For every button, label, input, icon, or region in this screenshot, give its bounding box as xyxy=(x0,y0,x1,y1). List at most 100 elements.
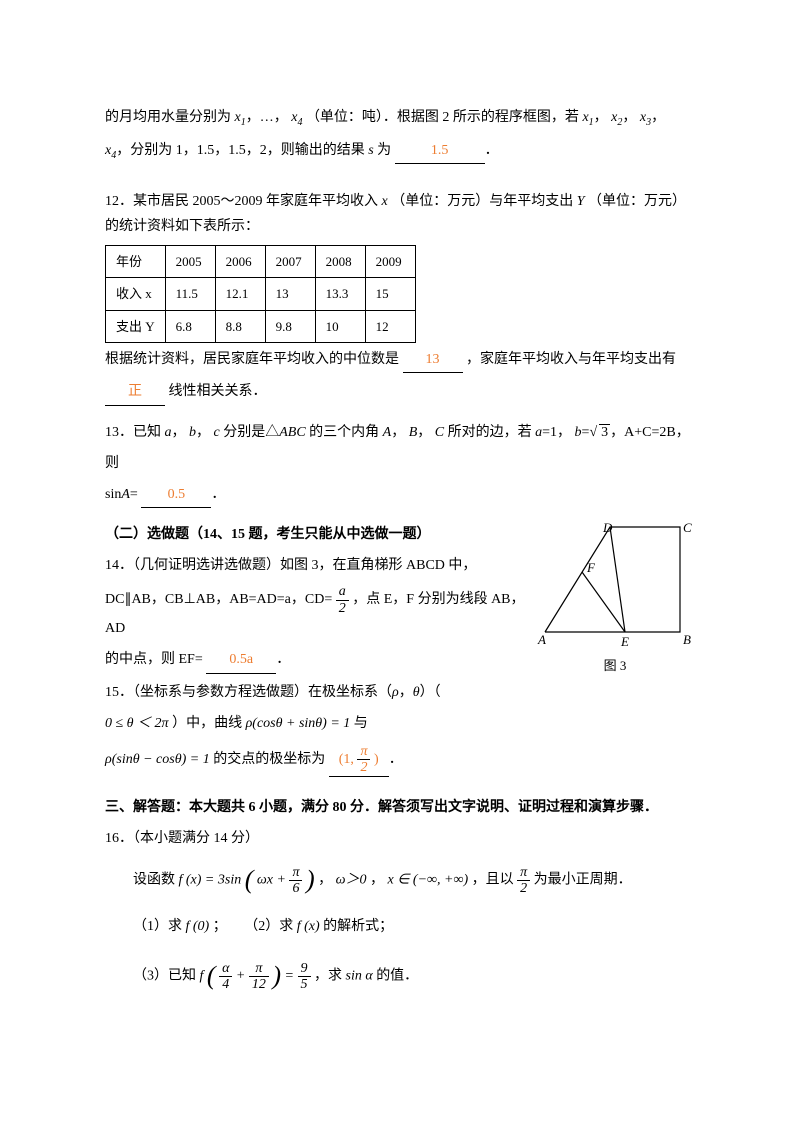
q13-line2: 则 xyxy=(105,451,695,476)
pi6: π 6 xyxy=(289,865,302,897)
num: α xyxy=(219,961,232,977)
c: ， xyxy=(172,425,186,440)
q13-line3: sinA= 0.5． xyxy=(105,482,695,508)
den: 6 xyxy=(289,881,302,896)
pi2: π 2 xyxy=(517,865,530,897)
q16-title: 16．（本小题满分 14 分） xyxy=(105,826,695,851)
range: 0 ≤ θ ＜ 2π xyxy=(105,716,169,731)
q13-a: 13．已知 xyxy=(105,425,161,440)
q11-l2a: ，分别为 1，1.5，1.5，2，则输出的结果 xyxy=(116,143,365,158)
dot: ． xyxy=(276,652,290,667)
q11-line1: 的月均用水量分别为 x1，…， x4 （单位：吨）．根据图 2 所示的程序框图，… xyxy=(105,105,695,132)
A2: A xyxy=(121,487,130,502)
ABC: ABC xyxy=(279,425,305,440)
q16-part3: （3）已知 f ( α 4 + π 12 ) = 9 5 ，求 sin α 的值… xyxy=(105,953,695,1000)
rparen2: ) xyxy=(272,961,281,990)
inc-1: 12.1 xyxy=(215,278,265,310)
paren: ）（ xyxy=(420,685,441,700)
th-2005: 2005 xyxy=(165,245,215,277)
eq1v: =1， xyxy=(542,425,571,440)
row-income-label: 收入 x xyxy=(106,278,166,310)
c: ， xyxy=(318,873,332,888)
var-Y: Y xyxy=(577,194,585,209)
num: π xyxy=(289,865,302,881)
th-2009: 2009 xyxy=(365,245,415,277)
rho: ρ xyxy=(392,685,399,700)
income-label: 收入 x xyxy=(116,286,152,301)
label-B: B xyxy=(683,632,691,647)
inc-2: 13 xyxy=(265,278,315,310)
eq2: b xyxy=(575,425,582,440)
q11-text-c: （单位：吨）．根据图 2 所示的程序框图，若 xyxy=(306,110,579,125)
den: 2 xyxy=(517,881,530,896)
section2-heading: （二）选做题（14、15 题，考生只能从中选做一题） xyxy=(105,522,527,547)
p2c: 的解析式； xyxy=(323,919,393,934)
num: π xyxy=(517,865,530,881)
th-2008: 2008 xyxy=(315,245,365,277)
c1: ， xyxy=(594,110,608,125)
q12-after: 根据统计资料，居民家庭年平均收入的中位数是 13 ，家庭年平均收入与年平均支出有 xyxy=(105,347,695,373)
B: B xyxy=(409,425,418,440)
num: π xyxy=(249,961,269,977)
q12-aft-c: 线性相关关系． xyxy=(169,384,267,399)
ans-pre: (1, xyxy=(339,752,354,767)
den: 5 xyxy=(298,977,311,992)
eq3: ，A+C=2B， xyxy=(610,425,690,440)
q11-end: ． xyxy=(485,143,499,158)
txt: 为最小正周期． xyxy=(534,873,632,888)
sina: sin α xyxy=(346,969,373,984)
q15-l2b: ）中，曲线 xyxy=(172,716,242,731)
exp-1: 8.8 xyxy=(215,310,265,342)
c: ， xyxy=(417,425,431,440)
p1a: （1）求 xyxy=(133,919,182,934)
theta: θ xyxy=(413,685,420,700)
dot: ． xyxy=(211,487,225,502)
den: 2 xyxy=(336,601,349,616)
q14-line1: 14．（几何证明选讲选做题）如图 3，在直角梯形 ABCD 中， xyxy=(105,553,527,578)
f: f xyxy=(200,969,204,984)
f0: f (0) xyxy=(186,919,210,934)
q12-aft-a: 根据统计资料，居民家庭年平均收入的中位数是 xyxy=(105,352,399,367)
inner: ωx + xyxy=(257,873,286,888)
dot: ． xyxy=(389,752,403,767)
C: C xyxy=(435,425,444,440)
c: ， xyxy=(399,685,413,700)
q11-answer: 1.5 xyxy=(395,138,485,164)
q15-line2: 0 ≤ θ ＜ 2π ）中，曲线 ρ(cosθ + sinθ) = 1 与 xyxy=(105,711,695,736)
c: ， xyxy=(196,425,210,440)
rparen: ) xyxy=(306,865,315,894)
expr1: ρ(cosθ + sinθ) = 1 xyxy=(246,716,351,731)
fx2: f (x) xyxy=(297,919,320,934)
eq: = xyxy=(130,487,138,502)
ans-frac: π 2 xyxy=(357,744,370,776)
alpha4: α 4 xyxy=(219,961,232,993)
q11-text-b: ，…， xyxy=(246,110,288,125)
q14-line3: 的中点，则 EF= 0.5a． xyxy=(105,647,527,673)
th-2007: 2007 xyxy=(265,245,315,277)
p1c: ； xyxy=(213,919,227,934)
var-a: a xyxy=(165,425,172,440)
label-E: E xyxy=(620,634,629,649)
c3: ， xyxy=(651,110,665,125)
q12-b: （单位：万元）与年平均支出 xyxy=(391,194,573,209)
figure-3-caption: 图 3 xyxy=(535,654,695,677)
var-s: s xyxy=(368,143,373,158)
var-x1: x1 xyxy=(235,110,246,125)
num: 9 xyxy=(298,961,311,977)
label-D: D xyxy=(602,522,613,535)
figure-3: A B C D E F 图 3 xyxy=(535,522,695,677)
fx: f (x) = 3sin xyxy=(179,873,242,888)
trapezoid-icon: A B C D E F xyxy=(535,522,695,652)
exp-3: 10 xyxy=(315,310,365,342)
label-C: C xyxy=(683,522,692,535)
rad: 3 xyxy=(599,424,610,440)
q12-after2: 正 线性相关关系． xyxy=(105,379,695,405)
q13-answer: 0.5 xyxy=(141,482,211,508)
section3-heading: 三、解答题：本大题共 6 小题，满分 80 分．解答须写出文字说明、证明过程和演… xyxy=(105,795,695,820)
nine5: 9 5 xyxy=(298,961,311,993)
q12-prompt: 12．某市居民 2005～2009 年家庭年平均收入 x （单位：万元）与年平均… xyxy=(105,189,695,239)
exp-0: 6.8 xyxy=(165,310,215,342)
var-b: b xyxy=(189,425,196,440)
expr2: ρ(sinθ − cosθ) = 1 xyxy=(105,752,210,767)
q15-a: 15．（坐标系与参数方程选做题）在极坐标系（ xyxy=(105,685,392,700)
